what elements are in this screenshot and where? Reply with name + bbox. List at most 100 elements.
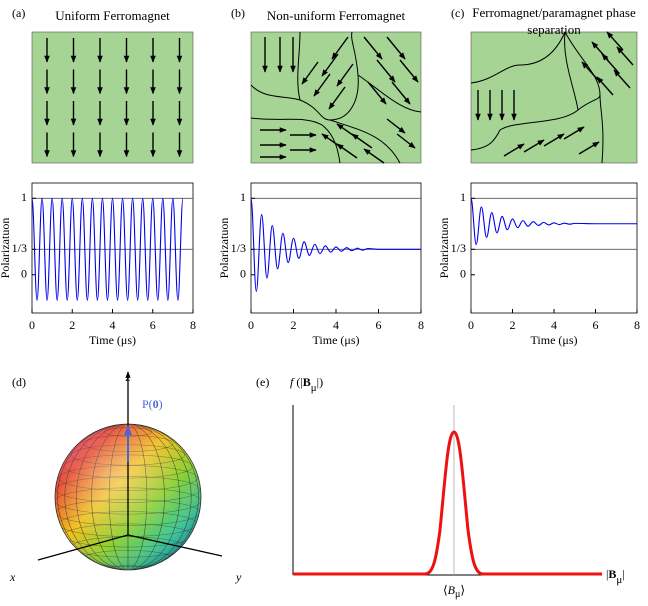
- x-tick-label: 0: [468, 318, 474, 332]
- x-tick-label: 2: [510, 318, 516, 332]
- spin-arrow: [376, 59, 396, 83]
- spin-arrow: [596, 76, 614, 96]
- label-part: μ: [616, 574, 622, 586]
- sphere-diagram: (d) z x y P(0): [9, 370, 242, 584]
- spin-arrow: [336, 63, 354, 87]
- x-tick-label: 8: [418, 318, 424, 332]
- plot-frame: [250, 182, 422, 314]
- label-part: ⟩: [460, 583, 465, 597]
- spin-arrow: [331, 36, 349, 60]
- x-label: x: [9, 570, 16, 584]
- y-tick-label: 0: [460, 267, 466, 281]
- vector-label-part: P(: [142, 397, 153, 411]
- y-tick-label: 0: [240, 267, 246, 281]
- x-axis-label: Time (μs): [89, 333, 136, 347]
- vector-label-part: ): [159, 397, 163, 411]
- domain-wall: [250, 117, 341, 164]
- label-part: |: [622, 567, 624, 581]
- x-tick-label: 2: [291, 318, 297, 332]
- panel-label: (a): [12, 6, 25, 20]
- spin-arrow: [367, 81, 387, 105]
- spin-arrow: [578, 141, 600, 155]
- x-axis: [37, 534, 129, 561]
- domain-box: [470, 31, 638, 164]
- spin-arrow: [363, 36, 383, 60]
- label-part: μ: [311, 382, 317, 394]
- label-part: μ: [455, 589, 460, 600]
- spin-arrow: [391, 81, 411, 105]
- spin-arrow: [581, 61, 599, 81]
- spin-arrow: [301, 61, 319, 85]
- spin-arrow: [601, 53, 619, 73]
- spin-arrow: [328, 86, 346, 110]
- panel-label: (d): [12, 375, 26, 389]
- label-part: f: [290, 375, 295, 389]
- domain-wall: [470, 31, 566, 84]
- spin-arrow: [613, 69, 631, 89]
- spin-arrow: [321, 53, 339, 77]
- spin-arrow: [363, 148, 385, 164]
- panel-label: (e): [256, 375, 269, 389]
- spin-arrow: [386, 36, 406, 60]
- domain-wall: [564, 31, 579, 111]
- domain-wall: [329, 119, 401, 164]
- spin-arrow: [313, 73, 331, 97]
- spin-arrow: [351, 133, 373, 149]
- x-tick-label: 8: [190, 318, 196, 332]
- x-tick-label: 0: [248, 318, 254, 332]
- spin-arrow: [543, 133, 565, 147]
- x-tick-label: 2: [69, 318, 75, 332]
- label-part: |: [606, 567, 608, 581]
- distribution-y-label: f (|Bμ|): [290, 375, 323, 394]
- plot-frame: [470, 182, 638, 314]
- spin-arrow: [563, 126, 585, 140]
- panel-label: (b): [231, 6, 245, 20]
- mean-label: ⟨Bμ⟩: [443, 583, 465, 601]
- x-tick-label: 8: [634, 318, 640, 332]
- spin-arrow: [321, 133, 343, 149]
- y-axis: [127, 534, 223, 557]
- distribution-curve: [293, 430, 602, 576]
- distribution-x-label: |Bμ|: [606, 567, 625, 586]
- y-label: y: [235, 570, 242, 584]
- spin-arrow: [503, 143, 525, 157]
- panel-label: (c): [451, 6, 464, 20]
- x-tick-label: 6: [376, 318, 382, 332]
- x-axis-label: Time (μs): [531, 333, 578, 347]
- label-part: B: [608, 567, 616, 581]
- label-part: ⟨: [443, 583, 448, 597]
- x-tick-label: 4: [551, 318, 557, 332]
- domain-wall: [357, 74, 422, 113]
- spin-arrow: [386, 118, 406, 134]
- domain-wall: [297, 31, 301, 101]
- y-tick-label: 1: [460, 190, 466, 204]
- y-axis-label: Polarizatuon: [217, 218, 231, 279]
- y-tick-label: 1/3: [12, 241, 27, 255]
- x-tick-label: 0: [29, 318, 35, 332]
- vector-label-part: 0: [153, 397, 159, 411]
- data-line: [31, 197, 184, 301]
- label-part: B: [448, 583, 456, 597]
- spin-arrow: [396, 133, 416, 149]
- x-axis-label: Time (μs): [313, 333, 360, 347]
- domain-box: [31, 31, 194, 164]
- x-tick-label: 4: [110, 318, 116, 332]
- data-line: [250, 197, 421, 292]
- spin-arrow: [616, 46, 634, 66]
- z-label: z: [125, 370, 131, 384]
- spin-arrow: [399, 59, 419, 83]
- panel-title: Uniform Ferromagnet: [55, 8, 170, 23]
- domain-wall: [470, 94, 601, 151]
- label-part: |): [317, 375, 323, 389]
- data-line: [470, 197, 637, 246]
- y-axis-label: Polarizatuon: [437, 218, 451, 279]
- panel-title: Non-uniform Ferromagnet: [266, 8, 406, 23]
- y-tick-label: 1/3: [231, 241, 246, 255]
- x-tick-label: 6: [150, 318, 156, 332]
- distribution-diagram: (e) f (|Bμ|) |Bμ| ⟨Bμ⟩: [256, 375, 625, 601]
- label-part: B: [303, 375, 311, 389]
- y-axis-label: Polarizatuon: [0, 218, 12, 279]
- x-tick-label: 4: [333, 318, 339, 332]
